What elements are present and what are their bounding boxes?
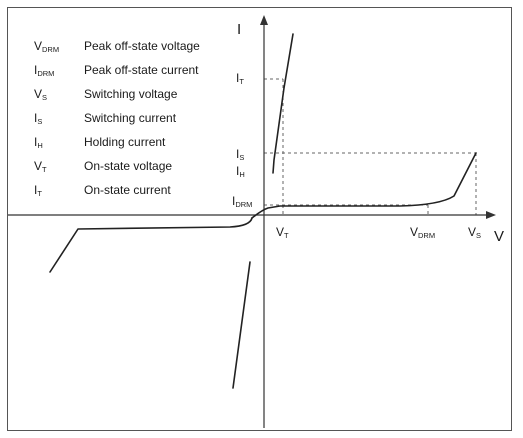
legend-description: Holding current (84, 135, 166, 149)
legend-item-ih: IH Holding current (34, 135, 166, 150)
legend-description: Switching voltage (84, 87, 178, 101)
legend-item-idrm: IDRM Peak off-state current (34, 63, 199, 78)
x-axis-arrow (486, 211, 496, 219)
legend: VDRM Peak off-state voltage IDRM Peak of… (34, 39, 200, 198)
label-idrm: IDRM (232, 194, 252, 209)
label-vt: VT (276, 225, 289, 240)
legend-description: Peak off-state voltage (84, 39, 200, 53)
reverse-blocking-branch (49, 217, 253, 273)
guide-lines (264, 78, 477, 215)
svg-text:IH: IH (34, 135, 43, 150)
axes (8, 15, 496, 428)
label-it: IT (236, 71, 244, 86)
svg-text:VT: VT (34, 159, 47, 174)
iv-curve (49, 33, 477, 389)
svg-text:IDRM: IDRM (34, 63, 54, 78)
label-is: IS (236, 147, 244, 162)
legend-description: On-state voltage (84, 159, 172, 173)
legend-description: Peak off-state current (84, 63, 199, 77)
x-axis-label: V (494, 228, 504, 245)
legend-item-it: IT On-state current (34, 183, 171, 198)
legend-item-vt: VT On-state voltage (34, 159, 172, 174)
diagram-frame (7, 7, 512, 431)
y-axis-label: I (237, 21, 241, 38)
legend-item-is: IS Switching current (34, 111, 177, 126)
legend-description: On-state current (84, 183, 171, 197)
legend-description: Switching current (84, 111, 177, 125)
svg-text:IT: IT (34, 183, 42, 198)
svg-text:VDRM: VDRM (34, 39, 59, 54)
y-axis-arrow (260, 15, 268, 25)
legend-item-vs: VS Switching voltage (34, 87, 178, 102)
forward-blocking-branch (251, 152, 477, 219)
label-vdrm: VDRM (410, 225, 435, 240)
svg-text:IS: IS (34, 111, 42, 126)
label-ih: IH (236, 164, 245, 179)
reverse-breakdown-branch (232, 261, 251, 389)
label-vs: VS (468, 225, 481, 240)
svg-text:VS: VS (34, 87, 47, 102)
legend-item-vdrm: VDRM Peak off-state voltage (34, 39, 200, 54)
on-state-branch (272, 33, 294, 174)
